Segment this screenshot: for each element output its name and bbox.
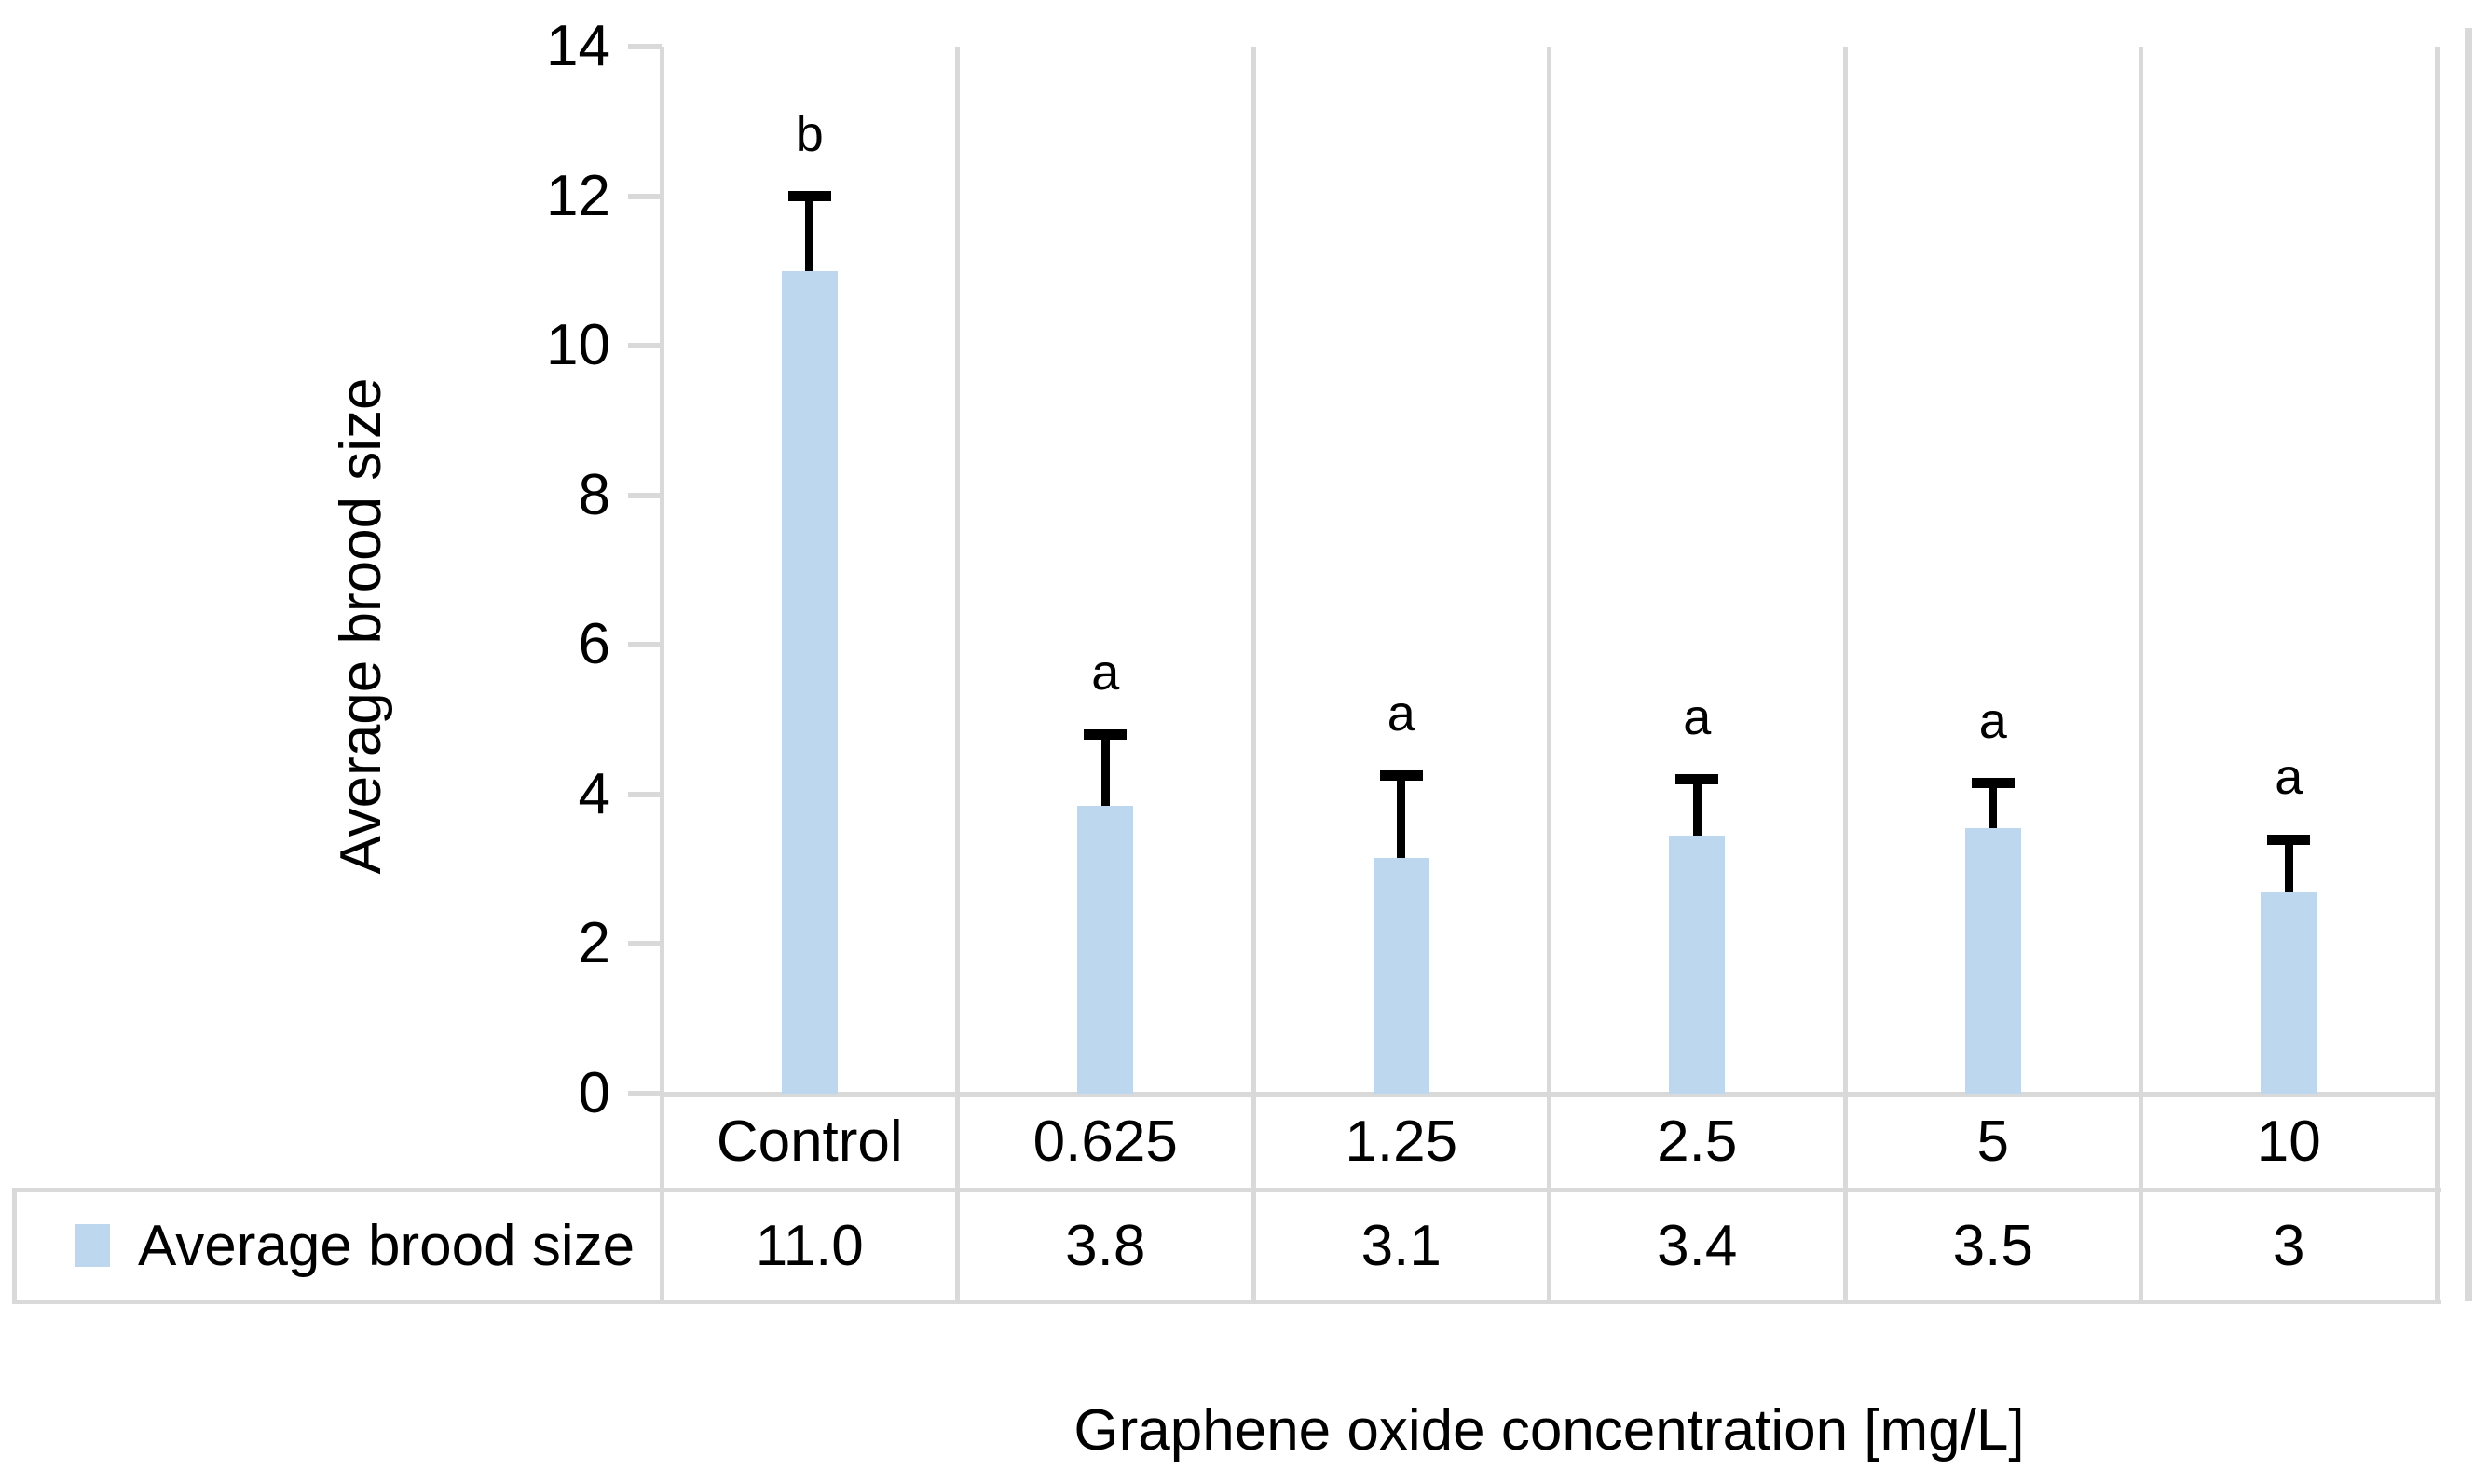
bar: [1373, 858, 1429, 1094]
table-value-cell: 3.8: [1065, 1213, 1146, 1278]
y-axis-tick: [628, 941, 662, 947]
y-axis-tick: [628, 642, 662, 648]
significance-letter: a: [1683, 688, 1712, 745]
error-bar-line: [805, 196, 814, 271]
error-bar-cap: [1084, 729, 1128, 741]
y-tick-label: 10: [546, 313, 610, 378]
y-tick-label: 2: [578, 911, 610, 976]
vertical-gridline: [1251, 47, 1256, 1094]
bar: [1077, 805, 1134, 1094]
significance-letter: a: [2275, 749, 2303, 806]
table-column-separator: [2434, 1190, 2440, 1301]
vertical-gridline: [1842, 47, 1848, 1094]
category-row-separator: [2434, 1094, 2440, 1190]
category-row-separator: [2139, 1094, 2143, 1190]
vertical-gridline: [1547, 47, 1551, 1094]
table-bottom-border: [12, 1299, 2441, 1304]
table-column-separator: [1251, 1190, 1256, 1301]
bar: [781, 270, 838, 1094]
table-value-cell: 3.5: [1952, 1213, 2033, 1278]
legend-cell: Average brood size: [17, 1192, 657, 1300]
table-value-cell: 3.4: [1657, 1213, 1738, 1278]
legend-label: Average brood size: [138, 1213, 636, 1278]
y-tick-label: 6: [578, 612, 610, 677]
table-value-cell: 11.0: [755, 1213, 864, 1278]
category-row-separator: [1251, 1094, 1256, 1190]
category-label: 5: [1976, 1110, 2009, 1174]
vertical-gridline: [2434, 47, 2440, 1094]
bar: [2261, 892, 2317, 1094]
error-bar-line: [1989, 783, 1998, 828]
table-top-border: [12, 1187, 2441, 1192]
error-bar-cap: [2267, 834, 2311, 845]
y-tick-label: 4: [578, 761, 610, 826]
category-row-separator: [1842, 1094, 1848, 1190]
table-value-cell: 3.1: [1360, 1213, 1442, 1278]
y-axis-tick: [628, 193, 662, 199]
x-axis-title: Graphene oxide concentration [mg/L]: [1073, 1398, 2025, 1463]
y-tick-label: 14: [546, 14, 610, 78]
error-bar-line: [2284, 839, 2293, 892]
y-tick-label: 0: [578, 1061, 610, 1125]
y-tick-label: 8: [578, 462, 610, 527]
table-column-separator: [1547, 1190, 1551, 1301]
y-axis-title: Average brood size: [329, 377, 393, 875]
table-value-cell: 3: [2273, 1213, 2305, 1278]
significance-letter: a: [1387, 685, 1415, 742]
significance-letter: b: [795, 105, 824, 162]
error-bar-cap: [787, 191, 831, 202]
category-row-separator: [955, 1094, 960, 1190]
y-axis-line: [659, 47, 664, 1094]
category-label: Control: [716, 1110, 903, 1174]
table-column-separator: [1842, 1190, 1848, 1301]
vertical-gridline: [955, 47, 960, 1094]
table-column-separator: [955, 1190, 960, 1301]
category-label: 0.625: [1032, 1110, 1178, 1174]
vertical-gridline: [2139, 47, 2143, 1094]
category-label: 10: [2256, 1110, 2321, 1174]
y-axis-tick: [628, 492, 662, 498]
error-bar-cap: [1379, 770, 1423, 782]
significance-letter: a: [1978, 692, 2007, 749]
bar: [1964, 827, 2021, 1094]
table-column-separator: [2139, 1190, 2143, 1301]
y-axis-tick: [628, 44, 662, 49]
category-row-separator: [1547, 1094, 1551, 1190]
y-axis-tick: [628, 791, 662, 797]
y-axis-tick: [628, 1091, 662, 1096]
category-label: 2.5: [1657, 1110, 1738, 1174]
error-bar-cap: [1675, 774, 1719, 785]
significance-letter: a: [1091, 644, 1120, 701]
y-tick-label: 12: [546, 163, 610, 228]
table-left-border: [12, 1190, 17, 1301]
bar: [1669, 836, 1726, 1094]
legend-swatch-icon: [75, 1224, 110, 1267]
error-bar-line: [1397, 775, 1406, 859]
error-bar-line: [1100, 734, 1110, 806]
category-row-separator: [659, 1094, 664, 1190]
category-label: 1.25: [1345, 1110, 1458, 1174]
error-bar-line: [1692, 779, 1702, 836]
error-bar-cap: [1971, 778, 2015, 789]
y-axis-tick: [628, 343, 662, 349]
table-column-separator: [659, 1190, 664, 1301]
chart-right-border: [2465, 28, 2472, 1301]
